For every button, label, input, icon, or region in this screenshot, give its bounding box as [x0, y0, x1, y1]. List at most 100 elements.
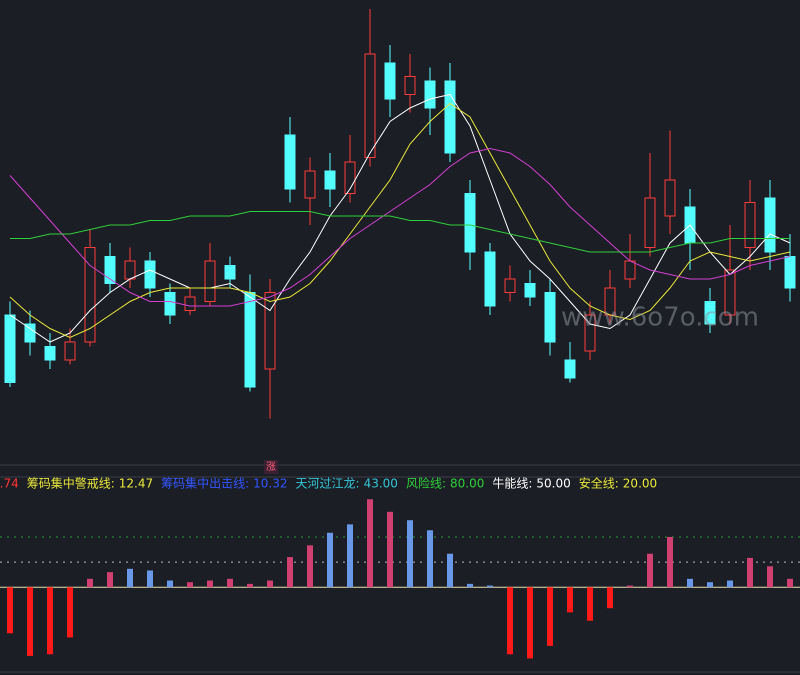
candle-body: [264, 292, 276, 370]
legend-name: 天河过江龙:: [296, 477, 360, 491]
candle-body: [764, 197, 776, 253]
bar: [127, 568, 133, 588]
candle-body: [504, 278, 516, 293]
bar: [207, 580, 213, 588]
moving-average: [9, 93, 791, 343]
candle-body: [424, 80, 436, 109]
candle-body: [664, 179, 676, 217]
candle-body: [24, 323, 36, 343]
bar: [87, 578, 93, 588]
candle-body: [524, 283, 536, 298]
candle-body: [104, 256, 116, 284]
candle-body: [584, 314, 596, 352]
legend-name: 牛能线:: [492, 476, 532, 491]
bar: [47, 587, 53, 655]
candle-body: [184, 296, 196, 311]
bar: [567, 587, 573, 613]
candle-body: [744, 202, 756, 248]
legend-value: 20.00: [623, 477, 657, 491]
marker-box: [264, 460, 278, 474]
candle-body: [324, 170, 336, 190]
bar: [727, 580, 733, 588]
legend-name: 筹码集中警戒线:: [27, 476, 115, 491]
bar: [107, 572, 113, 588]
bar: [707, 582, 713, 588]
bar: [367, 499, 373, 588]
legend-name: 筹码集中出击线:: [161, 476, 249, 491]
candle-body: [644, 197, 656, 248]
candle-body: [44, 346, 56, 361]
bar: [267, 580, 273, 588]
watermark: www.6o7o.com: [561, 303, 759, 333]
bar: [227, 578, 233, 588]
bar: [407, 520, 413, 588]
bar: [427, 530, 433, 588]
legend-value: 10.32: [253, 477, 287, 491]
bar: [7, 587, 13, 634]
moving-average: [9, 147, 791, 307]
candle-body: [564, 359, 576, 379]
candle-body: [4, 314, 16, 383]
candle-body: [464, 193, 476, 253]
legend-value: 5.74: [0, 477, 19, 491]
moving-average: [10, 211, 790, 253]
bar: [287, 557, 293, 588]
candle-body: [724, 269, 736, 316]
bar: [507, 587, 513, 655]
bar: [307, 545, 313, 588]
legend-value: 12.47: [119, 477, 153, 491]
legend-name: 安全线:: [579, 476, 619, 491]
legend-name: 风险线:: [406, 476, 446, 491]
bar: [467, 583, 473, 588]
bar: [547, 587, 553, 646]
candle-body: [384, 62, 396, 100]
bar: [607, 587, 613, 609]
candle-body: [484, 251, 496, 307]
candle-body: [144, 260, 156, 289]
bar: [747, 557, 753, 588]
bar: [647, 553, 653, 588]
marker: 涨: [266, 461, 276, 473]
candle-body: [204, 260, 216, 302]
bar: [147, 570, 153, 588]
bar: [187, 582, 193, 588]
legend-value: 43.00: [364, 477, 398, 491]
bar: [67, 587, 73, 638]
bar: [387, 511, 393, 588]
candle-body: [224, 265, 236, 280]
bar: [247, 583, 253, 588]
bar: [487, 585, 493, 588]
candle-body: [124, 260, 136, 280]
legend-value: 80.00: [450, 477, 484, 491]
bar: [27, 587, 33, 656]
candle-body: [304, 170, 316, 199]
candle-body: [784, 256, 796, 289]
candle-body: [244, 292, 256, 388]
bar: [687, 578, 693, 588]
bar: [787, 578, 793, 588]
candle-body: [64, 341, 76, 361]
candle-body: [164, 292, 176, 316]
legend-value: 50.00: [536, 477, 570, 491]
candle-body: [624, 260, 636, 280]
bar: [627, 585, 633, 588]
bar: [447, 553, 453, 588]
candle-body: [344, 161, 356, 194]
bar: [167, 580, 173, 588]
candle-body: [544, 292, 556, 343]
candle-body: [404, 76, 416, 95]
bar: [667, 536, 673, 588]
bar: [767, 566, 773, 588]
candle-body: [444, 80, 456, 154]
candle-body: [704, 301, 716, 325]
candle-body: [364, 53, 376, 158]
bar: [327, 532, 333, 588]
bar: [347, 524, 353, 588]
bar: [587, 587, 593, 621]
candle-body: [284, 134, 296, 190]
candle-body: [84, 247, 96, 343]
bar: [527, 587, 533, 659]
